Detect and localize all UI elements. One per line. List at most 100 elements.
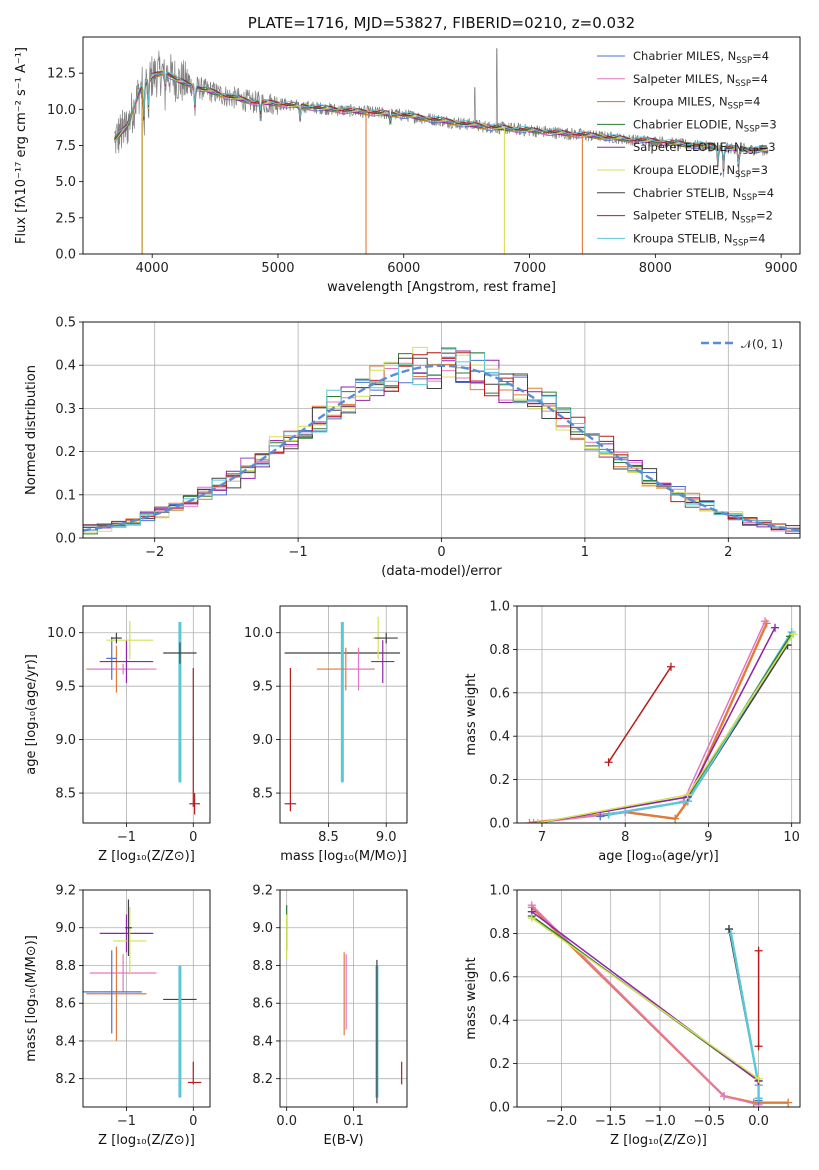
legend-entry-base: Salpeter STELIB, N	[633, 209, 740, 223]
plot-area	[517, 606, 800, 823]
legend-entry-sub: SSP	[735, 170, 751, 180]
y-tick-label: 0.6	[489, 970, 510, 985]
x-tick-label: −1	[117, 1114, 136, 1129]
data-point-marker	[720, 1092, 729, 1101]
legend-entry-tail: =4	[752, 49, 769, 63]
panel-mass-vs-Z: −1 0 8.2 8.4 8.6 8.8 9.0 9.2 Z [log₁₀(Z/Z⊙)] mass…	[24, 884, 211, 1148]
y-axis-label: mass weight	[464, 957, 479, 1039]
y-tick-label: 8.6	[252, 997, 273, 1012]
data-point-marker	[604, 810, 613, 819]
plot-area	[280, 606, 407, 823]
y-tick-label: 0.1	[55, 488, 76, 503]
x-tick-label: −2.0	[546, 1114, 578, 1129]
data-point-marker	[761, 617, 770, 626]
x-axis-label: Z [log₁₀(Z/Z⊙)]	[98, 849, 195, 864]
x-tick-label: 4000	[136, 261, 169, 276]
legend-entry-sub: SSP	[743, 147, 759, 157]
legend-entry-base: Kroupa ELODIE, N	[633, 163, 735, 177]
x-tick-label: −2	[145, 545, 164, 560]
data-point-marker	[671, 814, 680, 823]
x-tick-label: 8.5	[318, 830, 339, 845]
legend-entry-base: Salpeter MILES, N	[633, 72, 735, 86]
y-tick-label: 8.4	[252, 1034, 273, 1049]
legend-entry-tail: =4	[757, 186, 774, 200]
data-point-marker	[726, 929, 735, 938]
x-axis-label: E(B-V)	[323, 1133, 363, 1148]
x-tick-label: 10	[783, 830, 800, 845]
legend-entry-sub: SSP	[741, 193, 757, 203]
x-tick-label: −0.5	[693, 1114, 725, 1129]
y-axis-label: Flux [fλ10⁻¹⁷ erg cm⁻² s⁻¹ A⁻¹]	[14, 47, 29, 244]
mass-weight-line	[531, 917, 760, 1080]
plot-area	[114, 48, 769, 254]
x-tick-label: 2	[724, 545, 732, 560]
y-tick-label: 1.0	[489, 884, 510, 899]
y-tick-label: 8.5	[252, 787, 273, 802]
legend-entry: Salpeter MILES, NSSP=4	[633, 72, 768, 89]
x-tick-label: 0	[189, 830, 197, 845]
panel-massweight-vs-age: 7 8 9 10 0.0 0.2 0.4 0.6 0.8 1.0 age [log₁₀(age/yr…	[464, 600, 801, 864]
legend-entry-tail: =3	[760, 117, 777, 131]
legend-entry: Chabrier MILES, NSSP=4	[633, 49, 769, 66]
panel-residuals: −2 −1 0 1 2 0.0 0.1 0.2 0.3 0.4 0.5 (data-model)/er…	[24, 316, 801, 579]
x-axis-label: mass [log₁₀(M/M⊙)]	[280, 849, 407, 864]
legend-entry-sub: SSP	[733, 238, 749, 248]
legend-entry-sub: SSP	[728, 102, 744, 112]
x-axis-label: age [log₁₀(age/yr)]	[598, 849, 719, 864]
x-axis-label: Z [log₁₀(Z/Z⊙)]	[610, 1133, 707, 1148]
y-tick-label: 7.5	[55, 139, 76, 154]
y-tick-label: 0.8	[489, 643, 510, 658]
y-tick-label: 0.0	[489, 817, 510, 832]
y-tick-label: 9.5	[252, 680, 273, 695]
data-point-marker	[754, 1094, 763, 1103]
y-tick-label: 9.5	[55, 680, 76, 695]
data-point-marker	[596, 812, 605, 821]
y-axis-label: mass [log₁₀(M/M⊙)]	[24, 935, 39, 1062]
data-point-marker	[754, 1074, 763, 1083]
legend-entry: Kroupa STELIB, NSSP=4	[633, 231, 765, 248]
plot-area	[83, 890, 210, 1107]
x-tick-label: 0.0	[276, 1114, 297, 1129]
y-tick-label: 9.2	[55, 884, 76, 899]
y-tick-label: 10.0	[244, 626, 273, 641]
data-point-marker	[754, 1042, 763, 1051]
x-axis-label: Z [log₁₀(Z/Z⊙)]	[98, 1133, 195, 1148]
y-tick-label: 0.6	[489, 686, 510, 701]
y-axis-label: mass weight	[464, 673, 479, 755]
legend-entry-tail: =4	[743, 95, 760, 109]
y-tick-label: 0.8	[489, 927, 510, 942]
legend-entry: Kroupa ELODIE, NSSP=3	[633, 163, 768, 180]
axes-frame	[516, 605, 801, 824]
x-tick-label: 0.1	[343, 1114, 364, 1129]
y-tick-label: 0.2	[489, 773, 510, 788]
data-point-marker	[666, 662, 675, 671]
axes-frame	[82, 36, 801, 255]
data-point-marker	[754, 946, 763, 955]
plot-area	[280, 890, 407, 1107]
x-tick-label: −1	[117, 830, 136, 845]
legend-entry-sub: SSP	[735, 79, 751, 89]
data-point-marker	[604, 758, 613, 767]
legend-entry-base: Chabrier ELODIE, N	[633, 117, 744, 131]
panel-age-vs-mass: 8.5 9.0 8.5 9.0 9.5 10.0 mass [log₁₀(M/M⊙)]	[244, 605, 408, 864]
x-tick-label: 8000	[639, 261, 672, 276]
y-tick-label: 8.2	[252, 1072, 273, 1087]
y-tick-label: 10.0	[47, 103, 76, 118]
x-axis-label: (data-model)/error	[381, 564, 502, 579]
y-tick-label: 10.0	[47, 626, 76, 641]
legend-entry: Chabrier STELIB, NSSP=4	[633, 186, 774, 203]
axes-frame	[82, 321, 801, 539]
x-tick-label: 8	[621, 830, 629, 845]
y-tick-label: 8.6	[55, 997, 76, 1012]
panel-massweight-vs-Z: −2.0 −1.5 −1.0 −0.5 0.0 0.0 0.2 0.4 0.6 0.8 1.0 Z […	[464, 884, 801, 1148]
data-point-marker	[789, 630, 798, 639]
axes-frame	[82, 889, 211, 1108]
y-tick-label: 9.0	[55, 921, 76, 936]
axes-frame	[279, 605, 408, 824]
x-tick-label: −1.5	[595, 1114, 627, 1129]
panel-age-vs-Z: −1 0 8.5 9.0 9.5 10.0 Z [log₁₀(Z/Z⊙)] age [log₁…	[24, 605, 211, 864]
x-tick-label: 9000	[765, 261, 798, 276]
y-tick-label: 0.2	[55, 445, 76, 460]
plot-area	[83, 606, 210, 823]
y-tick-label: 8.8	[252, 959, 273, 974]
